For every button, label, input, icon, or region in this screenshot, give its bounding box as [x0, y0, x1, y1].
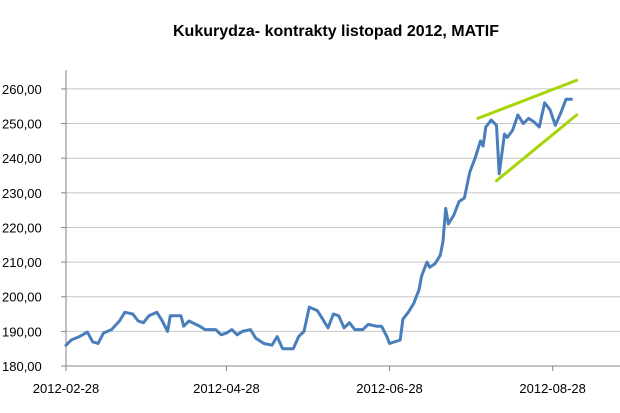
x-tick-label: 2012-02-28	[33, 381, 100, 396]
y-tick-label: 230,00	[2, 186, 42, 201]
y-tick-label: 260,00	[2, 82, 42, 97]
y-tick-label: 200,00	[2, 290, 42, 305]
y-tick-label: 210,00	[2, 255, 42, 270]
gridlines	[66, 88, 620, 367]
x-tick-label: 2012-06-28	[356, 381, 423, 396]
trend-lines	[476, 78, 579, 183]
y-axis: 180,00 190,00 200,00 210,00 220,00 230,00 240,…	[2, 70, 67, 374]
trend-line	[495, 113, 579, 183]
series-layer	[64, 97, 573, 351]
y-tick-label: 180,00	[2, 359, 42, 374]
x-axis: 2012-02-28 2012-04-28 2012-06-28 2012-08-28	[33, 365, 620, 396]
x-tick-label: 2012-08-28	[519, 381, 586, 396]
y-tick-label: 190,00	[2, 324, 42, 339]
y-tick-label: 250,00	[2, 117, 42, 132]
y-tick-label: 220,00	[2, 220, 42, 235]
y-tick-label: 240,00	[2, 151, 42, 166]
chart-title: Kukurydza- kontrakty listopad 2012, MATI…	[173, 23, 499, 40]
series-line	[64, 97, 573, 351]
trend-line	[476, 78, 579, 120]
x-tick-label: 2012-04-28	[193, 381, 260, 396]
